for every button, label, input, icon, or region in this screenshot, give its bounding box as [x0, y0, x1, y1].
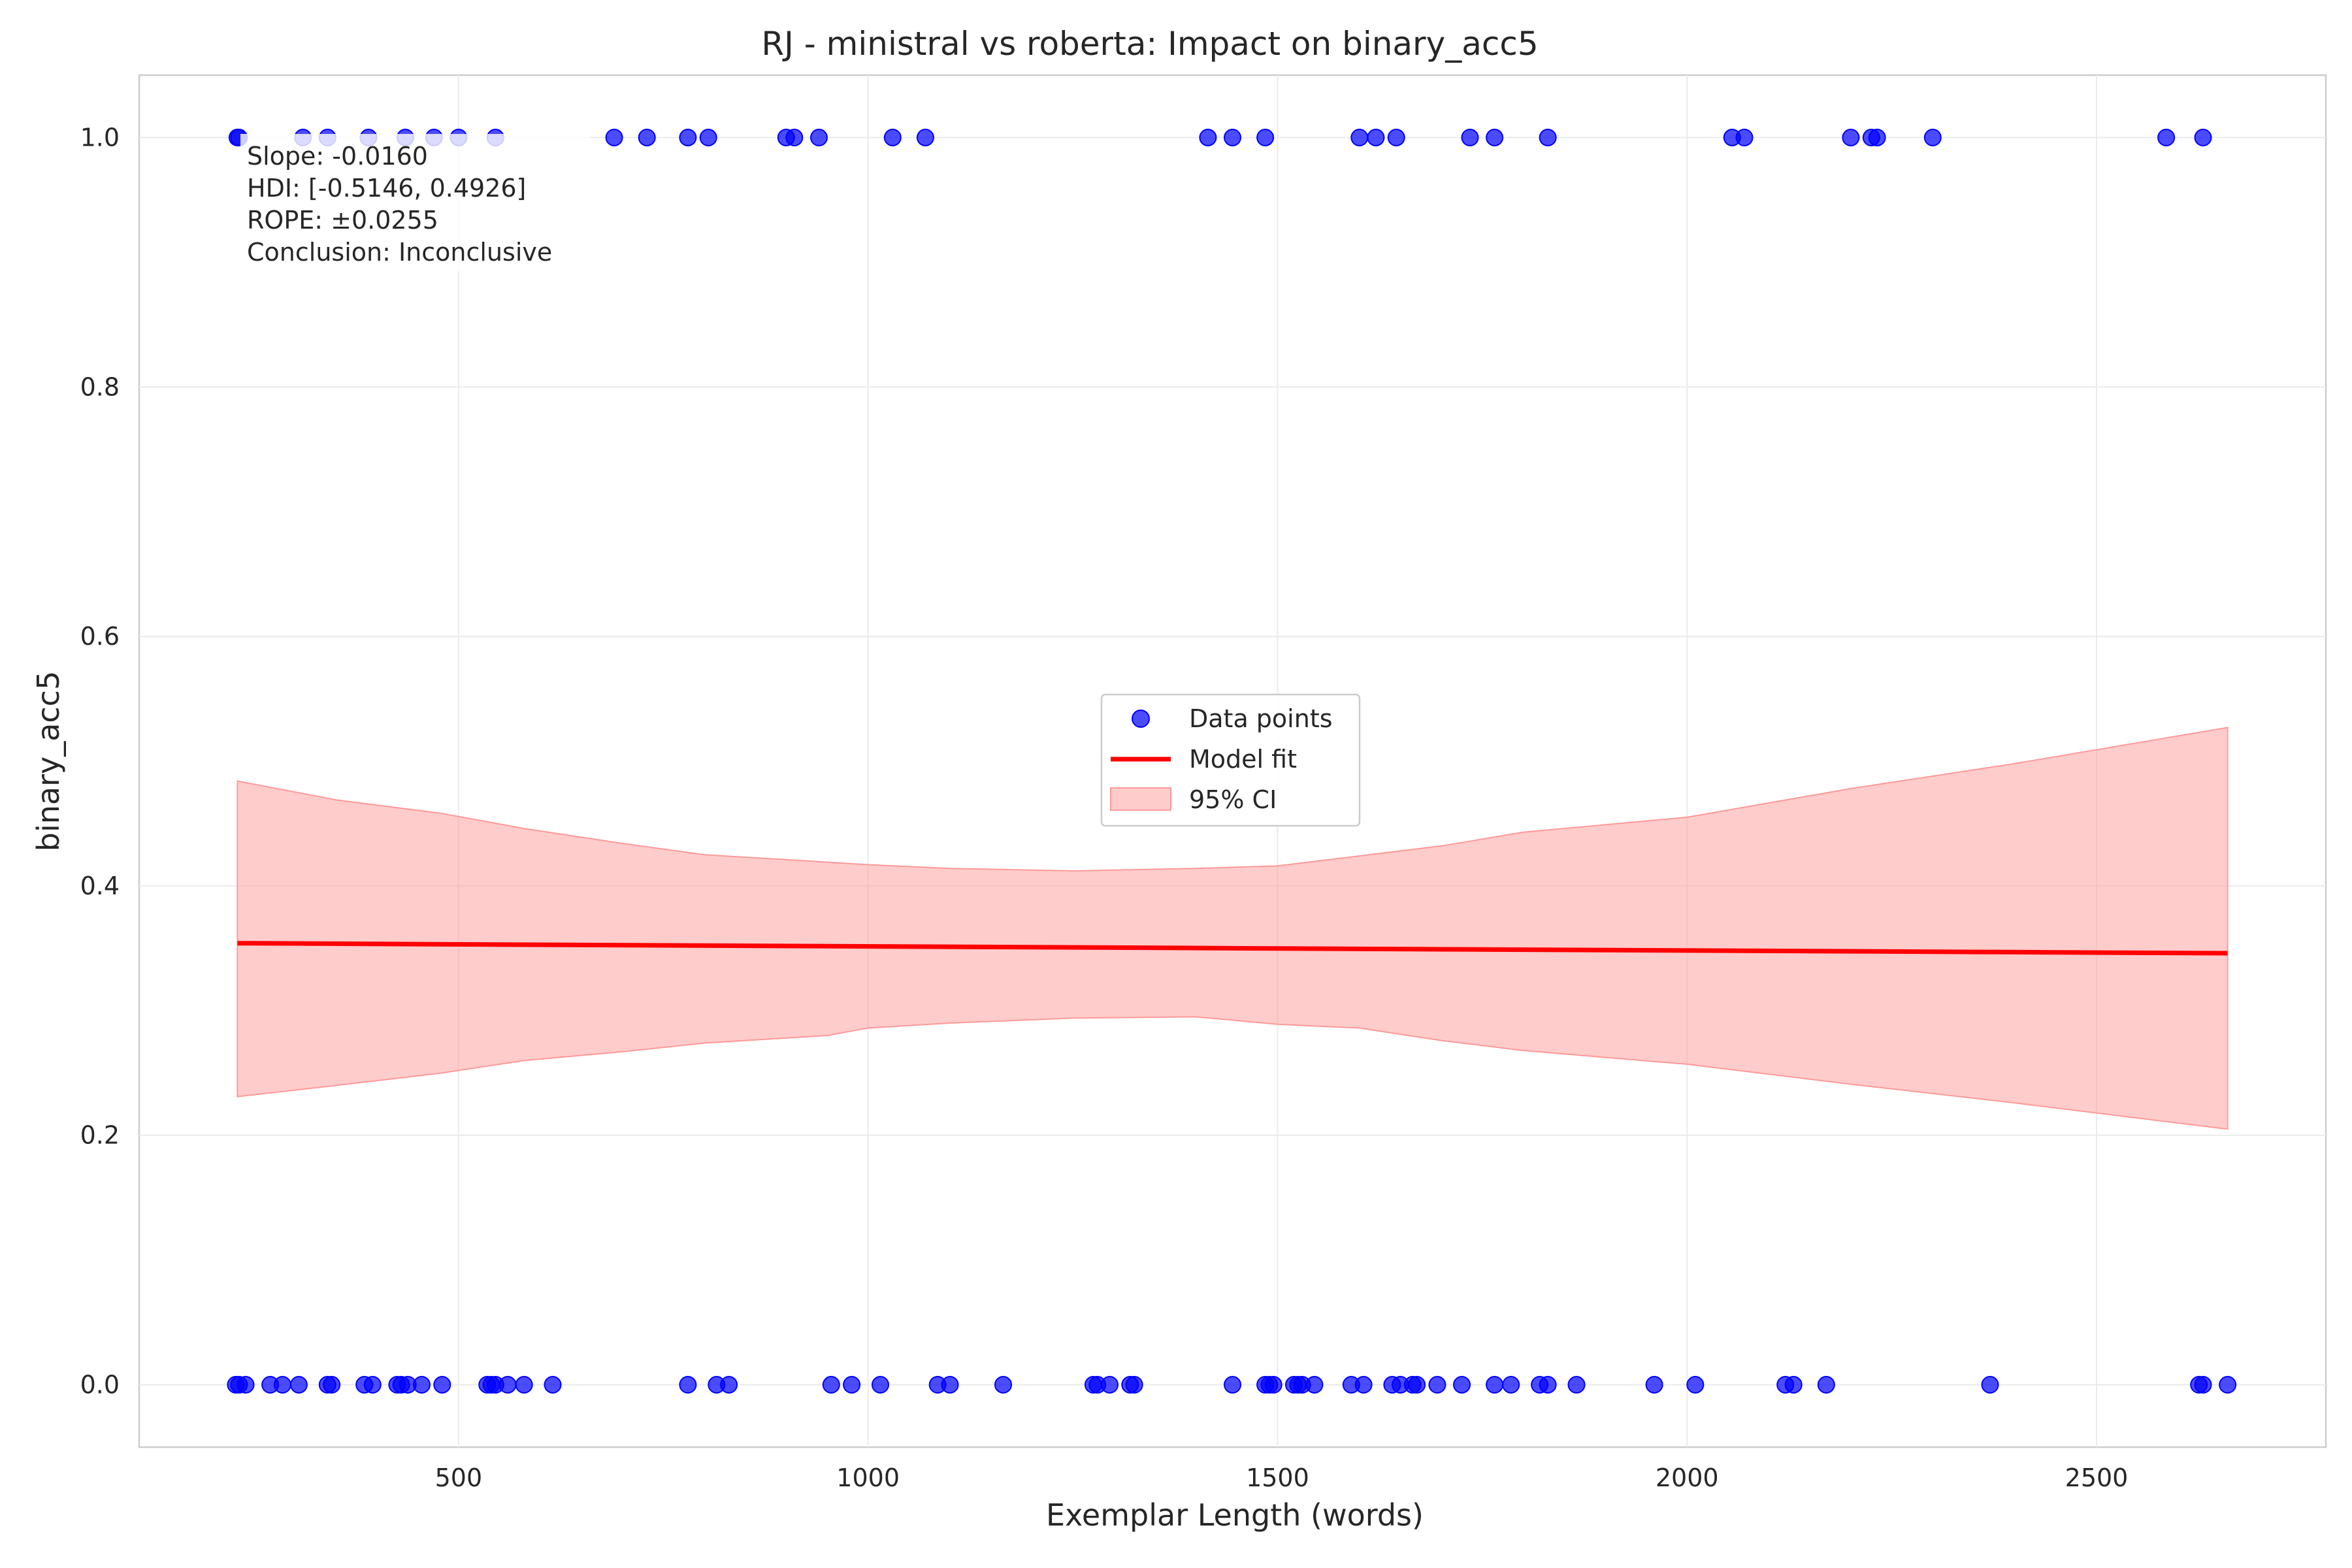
data-point: [1199, 129, 1217, 146]
y-tick-label: 0.0: [80, 1371, 120, 1399]
model-fit-line: [237, 941, 2228, 956]
data-point: [1981, 1376, 1999, 1394]
data-point: [515, 1376, 533, 1394]
data-point: [1387, 129, 1405, 146]
data-point: [810, 129, 828, 146]
annotation-conclusion: Conclusion: Inconclusive: [247, 238, 552, 267]
data-point: [720, 1376, 738, 1394]
y-tick-label: 0.6: [80, 622, 120, 651]
data-point: [363, 1376, 382, 1394]
data-point: [2157, 129, 2176, 146]
data-point: [1354, 1376, 1373, 1394]
data-point: [1453, 1376, 1471, 1394]
y-tick-label: 0.8: [80, 372, 120, 401]
data-point: [941, 1376, 959, 1394]
data-point: [289, 1376, 308, 1394]
annotation-slope: Slope: -0.0160: [247, 142, 428, 171]
data-point: [237, 1376, 255, 1394]
data-point: [1735, 129, 1754, 146]
data-point: [1868, 129, 1886, 146]
y-tick-labels: 0.0 0.2 0.4 0.6 0.8 1.0: [80, 123, 120, 1399]
data-point: [1264, 1376, 1282, 1394]
data-point: [1428, 1376, 1446, 1394]
data-point: [1842, 129, 1860, 146]
data-point: [1224, 1376, 1241, 1394]
data-point: [1350, 129, 1369, 146]
x-axis-label: Exemplar Length (words): [1046, 1497, 1424, 1533]
data-point: [1305, 1376, 1324, 1394]
data-point: [2219, 1376, 2237, 1394]
data-point: [2194, 129, 2212, 146]
data-point: [273, 1376, 291, 1394]
data-point: [1486, 1376, 1504, 1394]
x-tick-label: 1000: [836, 1463, 900, 1492]
stats-annotation: Slope: -0.0160 HDI: [-0.5146, 0.4926] RO…: [240, 134, 590, 271]
data-point: [413, 1376, 431, 1394]
data-points-layer: [227, 129, 2237, 1394]
data-point: [1817, 1376, 1835, 1394]
chart-title: RJ - ministral vs roberta: Impact on bin…: [761, 25, 1538, 63]
data-point: [1645, 1376, 1663, 1394]
data-point: [1486, 129, 1504, 146]
data-point: [1461, 129, 1479, 146]
data-point: [544, 1376, 562, 1394]
x-tick-label: 1500: [1246, 1463, 1309, 1492]
data-point: [433, 1376, 451, 1394]
legend: Data points Model fit 95% CI: [1100, 693, 1361, 827]
y-tick-label: 0.4: [80, 872, 120, 900]
x-tick-label: 2000: [1656, 1463, 1719, 1492]
data-point: [1101, 1376, 1119, 1394]
data-point: [1539, 1376, 1557, 1394]
data-point: [605, 129, 623, 146]
data-point: [1502, 1376, 1520, 1394]
data-point: [1224, 129, 1241, 146]
annotation-hdi: HDI: [-0.5146, 0.4926]: [247, 174, 526, 203]
ci-band-layer: [237, 727, 2229, 1130]
data-point: [1784, 1376, 1803, 1394]
y-axis-label: binary_acc5: [31, 671, 66, 852]
data-point: [1408, 1376, 1426, 1394]
legend-label-data-points: Data points: [1189, 704, 1333, 733]
data-point: [994, 1376, 1012, 1394]
data-point: [323, 1376, 341, 1394]
data-point: [843, 1376, 861, 1394]
data-point: [1125, 1376, 1143, 1394]
y-tick-label: 0.2: [80, 1121, 120, 1150]
data-point: [679, 129, 697, 146]
x-tick-label: 500: [435, 1463, 483, 1492]
data-point: [679, 1376, 697, 1394]
data-point: [498, 1376, 517, 1394]
data-point: [699, 129, 717, 146]
data-point: [1923, 129, 1942, 146]
legend-marker-data-points: [1132, 710, 1150, 728]
data-point: [785, 129, 804, 146]
model-fit-layer: [237, 941, 2228, 956]
legend-marker-ci: [1110, 787, 1171, 811]
annotation-rope: ROPE: ±0.0255: [247, 206, 438, 235]
data-point: [1567, 1376, 1586, 1394]
y-tick-label: 1.0: [80, 123, 120, 152]
x-tick-labels: 500 1000 1500 2000 2500: [435, 1463, 2129, 1492]
ci-band: [237, 727, 2229, 1130]
data-point: [1686, 1376, 1705, 1394]
x-tick-label: 2500: [2065, 1463, 2129, 1492]
data-point: [822, 1376, 840, 1394]
legend-label-model-fit: Model fit: [1189, 745, 1297, 774]
legend-label-ci: 95% CI: [1189, 785, 1277, 814]
data-point: [1539, 129, 1557, 146]
data-point: [872, 1376, 889, 1394]
data-point: [883, 129, 902, 146]
data-point: [2194, 1376, 2212, 1394]
data-point: [1367, 129, 1385, 146]
data-point: [638, 129, 656, 146]
data-point: [1256, 129, 1275, 146]
annotation-background: [240, 134, 590, 271]
data-point: [916, 129, 934, 146]
